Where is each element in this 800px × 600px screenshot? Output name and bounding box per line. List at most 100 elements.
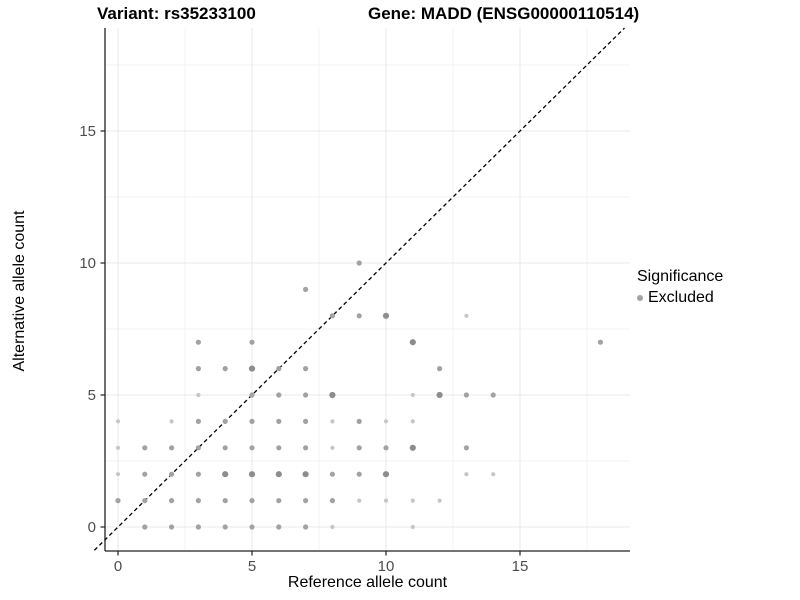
- y-tick-label: 5: [88, 387, 96, 404]
- data-point: [115, 419, 121, 424]
- data-point: [249, 418, 255, 424]
- data-point: [222, 524, 228, 530]
- legend-item-excluded: Excluded: [637, 289, 723, 307]
- data-point: [382, 471, 390, 478]
- data-point: [303, 498, 309, 504]
- data-point: [249, 445, 255, 451]
- data-point: [357, 498, 362, 503]
- plot-title-variant: Variant: rs35233100: [97, 4, 256, 23]
- data-point: [195, 524, 201, 530]
- data-point: [303, 418, 309, 424]
- data-point: [115, 498, 121, 504]
- data-point: [276, 445, 282, 451]
- data-point: [222, 418, 228, 424]
- data-point: [249, 339, 255, 345]
- data-point: [356, 418, 362, 424]
- data-point: [222, 471, 229, 478]
- data-point: [436, 391, 443, 399]
- data-point: [303, 366, 309, 372]
- y-tick-label: 15: [79, 123, 96, 140]
- data-point: [410, 419, 415, 424]
- data-point: [248, 471, 256, 478]
- data-point: [195, 339, 201, 345]
- data-point: [463, 392, 469, 398]
- x-axis-title: Reference allele count: [287, 574, 448, 591]
- data-point: [276, 524, 282, 530]
- data-point: [329, 391, 336, 399]
- data-point: [303, 524, 309, 530]
- data-point: [437, 366, 443, 372]
- data-point: [330, 524, 335, 530]
- data-point: [248, 365, 256, 372]
- data-point: [329, 471, 335, 477]
- data-point: [169, 498, 175, 504]
- data-point: [383, 498, 389, 503]
- data-point: [222, 498, 228, 504]
- data-point: [437, 498, 442, 503]
- data-point: [276, 498, 282, 504]
- data-point: [222, 445, 228, 451]
- data-point: [383, 419, 389, 424]
- data-point: [195, 471, 201, 477]
- data-point: [302, 471, 309, 478]
- data-point: [169, 419, 174, 424]
- data-point: [329, 313, 335, 319]
- data-point: [142, 524, 148, 530]
- data-point: [463, 445, 469, 451]
- data-point: [142, 471, 148, 477]
- data-point: [222, 366, 228, 372]
- x-tick-label: 10: [378, 558, 395, 575]
- data-point: [276, 392, 282, 398]
- data-point: [382, 312, 390, 319]
- data-point: [356, 445, 362, 451]
- legend-title: Significance: [637, 268, 724, 285]
- data-point: [383, 445, 389, 451]
- data-point: [115, 445, 121, 450]
- data-point: [410, 392, 415, 398]
- data-point: [330, 419, 335, 424]
- data-point: [409, 339, 416, 346]
- legend: Significance Excluded: [637, 268, 723, 307]
- data-point: [356, 313, 362, 319]
- data-point: [410, 524, 415, 530]
- data-point: [142, 498, 148, 504]
- legend-item-label: Excluded: [648, 289, 714, 306]
- data-point: [115, 472, 121, 477]
- data-point: [169, 471, 175, 477]
- y-tick-label: 10: [79, 255, 96, 272]
- identity-line: [93, 27, 625, 551]
- y-tick-label: 0: [88, 519, 96, 536]
- data-point: [464, 472, 469, 477]
- data-point: [195, 418, 201, 424]
- data-point: [142, 445, 148, 451]
- data-point: [597, 339, 604, 345]
- excluded-point-icon: [637, 295, 643, 301]
- data-point: [410, 498, 415, 503]
- data-point: [169, 445, 175, 451]
- data-point: [195, 366, 201, 372]
- data-point: [276, 366, 282, 372]
- x-tick-label: 5: [248, 558, 256, 575]
- data-point: [196, 392, 201, 398]
- data-point: [303, 392, 309, 398]
- data-point: [356, 260, 362, 266]
- data-point: [169, 524, 175, 530]
- data-point: [195, 498, 201, 504]
- x-tick-label: 0: [114, 558, 122, 575]
- data-point: [249, 524, 255, 530]
- data-point: [195, 445, 201, 451]
- data-point: [409, 444, 416, 451]
- y-axis-title: Alternative allele count: [11, 210, 28, 372]
- data-point: [490, 392, 496, 398]
- data-point: [303, 286, 309, 292]
- data-point: [303, 445, 309, 451]
- data-point: [249, 498, 255, 504]
- data-point: [275, 471, 282, 478]
- data-point: [464, 313, 469, 318]
- data-point: [491, 472, 496, 477]
- plot-title-gene: Gene: MADD (ENSG00000110514): [368, 4, 640, 23]
- data-point: [329, 498, 335, 504]
- data-point: [356, 471, 362, 477]
